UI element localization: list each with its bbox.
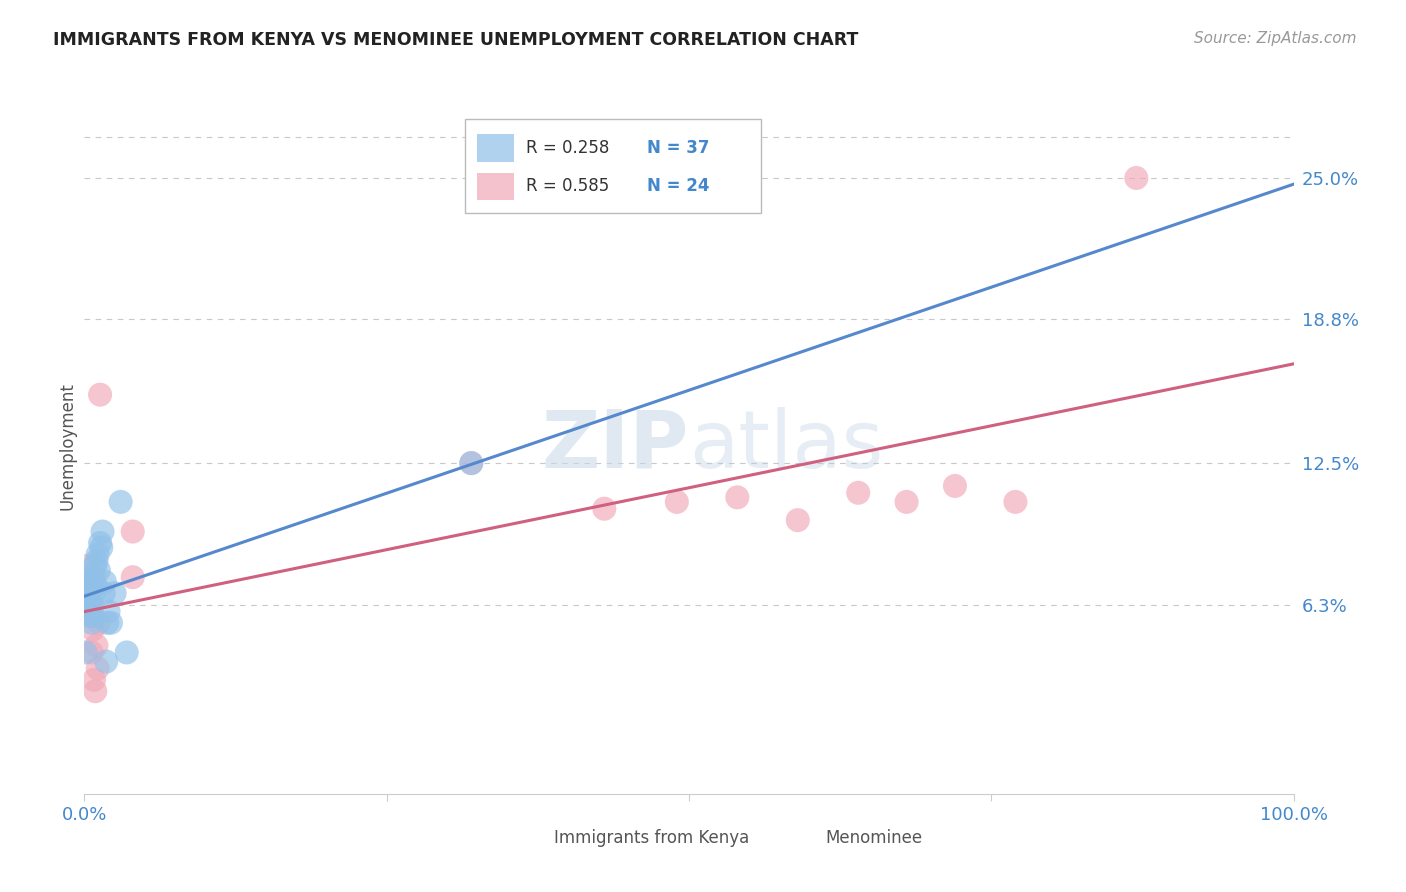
Point [82,623,104,637]
Point [87,615,110,630]
Point [725,491,748,505]
Point [846,485,869,500]
Bar [786,829,815,846]
Point [76,593,98,607]
Point [89,536,111,550]
Text: Source: ZipAtlas.com: Source: ZipAtlas.com [1194,31,1357,46]
Text: Menominee: Menominee [825,829,922,847]
Y-axis label: Unemployment: Unemployment [58,382,76,510]
Point [121,570,143,584]
Point [76,577,98,591]
Point [786,513,808,527]
Point [80,645,103,659]
Bar [478,172,513,201]
Point [97,604,120,618]
Point [75,645,97,659]
Point [460,456,482,470]
Text: N = 24: N = 24 [647,178,709,195]
Point [460,456,482,470]
Point [115,645,138,659]
Point [86,639,108,653]
Text: ZIP: ZIP [541,407,689,485]
Point [77,558,100,573]
Text: R = 0.258: R = 0.258 [526,139,609,157]
Point [90,541,112,555]
Point [77,574,100,589]
Point [77,582,100,596]
Point [83,586,105,600]
Point [1125,171,1147,186]
Point [84,684,107,698]
Point [89,387,111,401]
Point [77,586,100,600]
Point [77,604,100,618]
Text: N = 37: N = 37 [647,139,709,157]
Point [80,615,103,630]
Point [93,586,115,600]
Point [104,586,127,600]
Point [86,547,108,561]
Point [82,598,104,612]
Point [80,582,103,596]
Text: R = 0.585: R = 0.585 [526,178,609,195]
Point [86,554,108,568]
Point [896,495,918,509]
Point [121,524,143,539]
Point [83,570,105,584]
Point [75,586,97,600]
Point [1004,495,1026,509]
Text: Immigrants from Kenya: Immigrants from Kenya [554,829,749,847]
Text: atlas: atlas [689,407,883,485]
Point [79,604,101,618]
Bar [513,829,544,846]
Point [96,615,118,630]
Point [84,577,107,591]
Point [100,615,122,630]
Point [91,524,114,539]
Point [79,593,101,607]
Point [77,570,100,584]
Point [593,501,616,516]
FancyBboxPatch shape [465,119,762,213]
Point [77,598,100,612]
Text: IMMIGRANTS FROM KENYA VS MENOMINEE UNEMPLOYMENT CORRELATION CHART: IMMIGRANTS FROM KENYA VS MENOMINEE UNEMP… [53,31,859,49]
Point [665,495,688,509]
Point [83,673,105,687]
Point [87,563,110,577]
Point [943,479,966,493]
Point [94,574,117,589]
Point [110,495,132,509]
Point [94,655,117,669]
Point [79,609,101,624]
Point [86,661,108,675]
Point [76,593,98,607]
Point [82,609,104,624]
Point [79,609,101,624]
Bar [478,135,513,162]
Point [84,558,107,573]
Point [77,599,100,614]
